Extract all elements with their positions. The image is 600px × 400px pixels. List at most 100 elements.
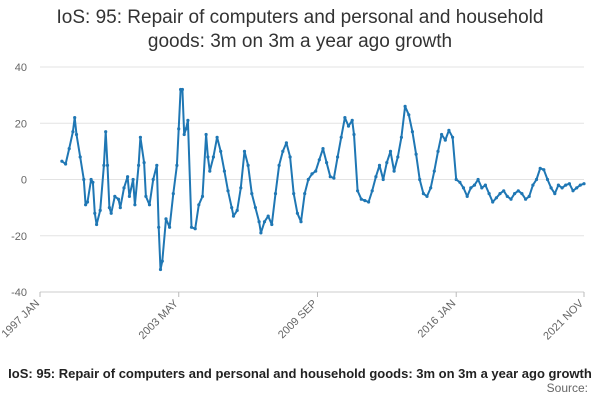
data-point — [343, 116, 347, 120]
data-point — [257, 220, 261, 224]
data-point — [410, 130, 414, 134]
data-point — [64, 162, 68, 166]
data-point — [567, 182, 572, 186]
data-point — [277, 163, 281, 167]
data-point — [483, 183, 487, 187]
data-point — [204, 132, 208, 137]
data-point — [215, 135, 219, 139]
data-point — [109, 211, 113, 215]
data-point — [447, 128, 451, 132]
data-point — [458, 180, 462, 184]
data-point — [392, 169, 396, 173]
y-tick-label: 20 — [15, 118, 27, 130]
data-point — [95, 222, 99, 227]
data-point — [432, 169, 436, 173]
data-point — [513, 192, 517, 196]
data-point — [582, 182, 586, 186]
data-point — [281, 149, 285, 153]
data-point — [246, 163, 250, 167]
data-point — [377, 163, 382, 167]
data-point — [144, 194, 148, 198]
data-point — [273, 192, 278, 196]
data-point — [407, 113, 411, 117]
data-point — [82, 177, 86, 182]
data-point — [321, 147, 325, 151]
data-point — [116, 197, 121, 201]
data-point — [516, 189, 520, 193]
data-point — [538, 166, 542, 170]
y-tick-label: 40 — [15, 62, 27, 74]
data-point — [502, 189, 506, 193]
chart-title-line-1: IoS: 95: Repair of computers and persona… — [56, 7, 544, 28]
data-point — [325, 161, 329, 165]
x-tick-label: 2021 NOV — [541, 297, 586, 342]
data-point — [332, 176, 336, 180]
data-point — [494, 196, 498, 200]
data-point — [270, 222, 274, 227]
data-point — [239, 186, 243, 190]
data-point — [67, 147, 71, 151]
data-point — [262, 220, 267, 224]
data-point — [443, 138, 447, 142]
data-point — [564, 183, 568, 187]
data-point — [310, 172, 314, 176]
data-point — [418, 177, 422, 182]
data-point — [381, 177, 385, 182]
data-point — [250, 192, 254, 196]
data-point — [306, 177, 310, 182]
data-point — [487, 192, 491, 196]
data-point — [197, 203, 201, 207]
data-point — [180, 87, 184, 92]
y-tick-label: -40 — [11, 287, 27, 299]
data-point — [284, 141, 288, 145]
data-point — [299, 220, 303, 224]
data-point — [259, 231, 263, 235]
data-point — [137, 163, 141, 167]
data-point — [235, 208, 239, 212]
data-point — [230, 206, 234, 210]
data-point — [189, 225, 194, 229]
data-point — [91, 180, 95, 184]
data-point — [476, 177, 480, 182]
data-point — [177, 127, 181, 131]
data-point — [527, 194, 531, 198]
x-tick-label: 1997 JAN — [0, 298, 42, 341]
data-point — [102, 163, 106, 167]
data-point — [374, 175, 378, 179]
data-point — [553, 192, 557, 196]
data-point — [336, 155, 340, 159]
data-point — [73, 116, 77, 120]
data-point — [356, 189, 360, 193]
data-point — [131, 177, 135, 182]
data-point — [292, 192, 296, 196]
data-point — [142, 161, 146, 165]
data-point — [288, 155, 292, 159]
x-tick-label: 2009 SEP — [276, 298, 320, 342]
data-point — [104, 130, 108, 134]
data-point — [138, 135, 142, 139]
data-point — [549, 186, 553, 190]
data-point — [133, 203, 137, 207]
data-point — [242, 149, 247, 153]
data-point — [346, 124, 351, 128]
data-point — [182, 132, 186, 137]
data-point — [520, 192, 524, 196]
data-point — [352, 132, 356, 137]
data-point — [571, 189, 575, 193]
data-point — [396, 155, 400, 159]
data-point — [350, 118, 354, 122]
data-point — [113, 194, 117, 198]
data-point — [451, 135, 455, 139]
data-point — [126, 175, 130, 179]
data-point — [429, 186, 433, 190]
data-point — [403, 104, 407, 108]
data-point — [253, 206, 257, 210]
data-point — [509, 197, 513, 201]
data-point — [317, 158, 321, 162]
data-point — [168, 225, 172, 229]
y-tick-label: -20 — [11, 231, 27, 243]
data-point — [208, 169, 212, 173]
data-point — [107, 206, 111, 210]
data-point — [367, 200, 371, 204]
data-point — [505, 194, 509, 198]
